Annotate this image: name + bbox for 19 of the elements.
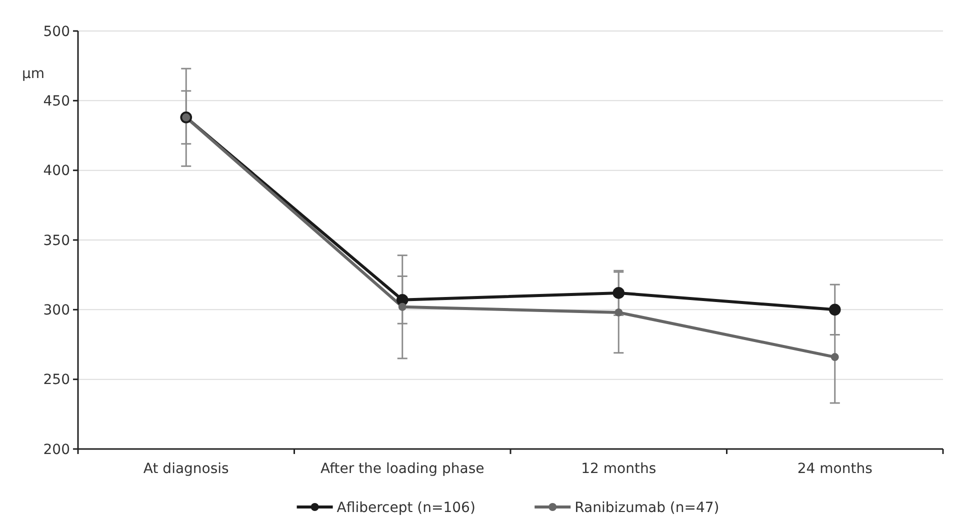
- y-tick-label: 500: [43, 24, 70, 40]
- y-tick-label: 350: [43, 232, 70, 249]
- point: [830, 353, 839, 362]
- legend-label: Aflibercept (n=106): [336, 500, 476, 516]
- x-tick-label: At diagnosis: [143, 461, 229, 477]
- legend-label: Ranibizumab (n=47): [574, 500, 720, 516]
- y-tick-label: 450: [43, 94, 70, 110]
- point: [828, 304, 841, 316]
- y-axis-title: µm: [22, 66, 45, 82]
- y-tick-label: 300: [43, 302, 70, 319]
- y-tick-label: 250: [43, 372, 70, 388]
- x-tick-label: 24 months: [797, 461, 872, 477]
- x-tick-label: After the loading phase: [320, 461, 484, 477]
- y-tick-label: 200: [43, 442, 70, 458]
- point: [614, 308, 623, 316]
- point: [398, 302, 406, 311]
- point: [612, 287, 625, 299]
- y-tick-label: 400: [43, 163, 70, 180]
- x-tick-label: 12 months: [581, 461, 656, 477]
